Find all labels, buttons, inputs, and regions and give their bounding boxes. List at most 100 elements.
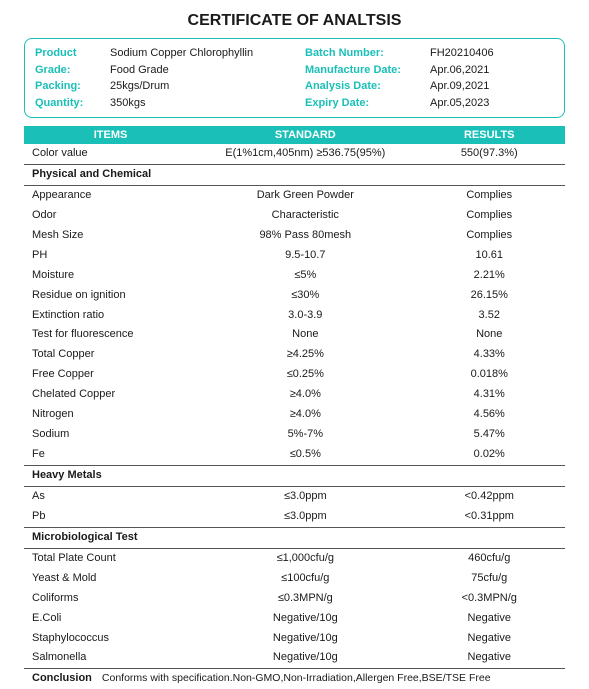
table-row: Microbiological Test: [24, 527, 565, 548]
cell-standard: ≥4.0%: [197, 385, 413, 405]
cell-standard: ≤30%: [197, 286, 413, 306]
cell-item: Coliforms: [24, 589, 197, 609]
conclusion-label: Conclusion: [32, 671, 92, 687]
table-row: Sodium5%-7%5.47%: [24, 425, 565, 445]
info-value: Food Grade: [110, 62, 305, 79]
table-row: PH9.5-10.710.61: [24, 246, 565, 266]
cell-result: Complies: [414, 185, 566, 205]
cell-standard: 98% Pass 80mesh: [197, 226, 413, 246]
info-row: Grade:Food GradeManufacture Date:Apr.06,…: [35, 62, 554, 79]
cell-item: Odor: [24, 206, 197, 226]
cell-result: 4.56%: [414, 405, 566, 425]
cell-item: Nitrogen: [24, 405, 197, 425]
info-box: ProductSodium Copper ChlorophyllinBatch …: [24, 38, 565, 118]
table-row: Mesh Size98% Pass 80meshComplies: [24, 226, 565, 246]
cell-standard: Characteristic: [197, 206, 413, 226]
info-label: Packing:: [35, 78, 110, 95]
table-row: Yeast & Mold≤100cfu/g75cfu/g: [24, 569, 565, 589]
conclusion-row: ConclusionConforms with specification.No…: [24, 669, 565, 689]
cell-result: Negative: [414, 648, 566, 668]
info-label: Analysis Date:: [305, 78, 430, 95]
cell-standard: Negative/10g: [197, 629, 413, 649]
cell-item: Fe: [24, 445, 197, 465]
cell-item: Total Copper: [24, 345, 197, 365]
cell-result: None: [414, 325, 566, 345]
cell-result: Complies: [414, 226, 566, 246]
table-row: Extinction ratio3.0-3.93.52: [24, 306, 565, 326]
cell-result: 2.21%: [414, 266, 566, 286]
col-results: RESULTS: [414, 126, 566, 144]
info-value: Apr.09,2021: [430, 78, 554, 95]
table-row: Residue on ignition≤30%26.15%: [24, 286, 565, 306]
table-row: Pb≤3.0ppm<0.31ppm: [24, 507, 565, 527]
cell-item: Free Copper: [24, 365, 197, 385]
cell-standard: ≤1,000cfu/g: [197, 548, 413, 568]
cell-item: Mesh Size: [24, 226, 197, 246]
cell-item: Residue on ignition: [24, 286, 197, 306]
cell-result: Negative: [414, 609, 566, 629]
cell-standard: ≤3.0ppm: [197, 486, 413, 506]
cell-standard: ≤5%: [197, 266, 413, 286]
cell-result: 0.02%: [414, 445, 566, 465]
cell-standard: 9.5-10.7: [197, 246, 413, 266]
cell-standard: ≤100cfu/g: [197, 569, 413, 589]
info-value: 25kgs/Drum: [110, 78, 305, 95]
info-label: Quantity:: [35, 95, 110, 112]
page-title: CERTIFICATE OF ANALTSIS: [24, 12, 565, 30]
info-label: Manufacture Date:: [305, 62, 430, 79]
cell-item: Chelated Copper: [24, 385, 197, 405]
cell-item: Total Plate Count: [24, 548, 197, 568]
cell-standard: Negative/10g: [197, 609, 413, 629]
info-label: Expiry Date:: [305, 95, 430, 112]
cell-result: 0.018%: [414, 365, 566, 385]
info-value: Apr.05,2023: [430, 95, 554, 112]
table-row: Heavy Metals: [24, 466, 565, 487]
table-row: Physical and Chemical: [24, 164, 565, 185]
cell-result: 4.33%: [414, 345, 566, 365]
cell-item: Color value: [24, 144, 197, 164]
cell-standard: ≥4.0%: [197, 405, 413, 425]
cell-standard: ≤0.5%: [197, 445, 413, 465]
cell-item: Extinction ratio: [24, 306, 197, 326]
cell-item: Moisture: [24, 266, 197, 286]
col-standard: STANDARD: [197, 126, 413, 144]
table-row: OdorCharacteristicComplies: [24, 206, 565, 226]
info-label: Batch Number:: [305, 45, 430, 62]
table-row: Test for fluorescenceNoneNone: [24, 325, 565, 345]
cell-result: <0.3MPN/g: [414, 589, 566, 609]
info-label: Product: [35, 45, 110, 62]
table-row: E.ColiNegative/10gNegative: [24, 609, 565, 629]
cell-standard: 3.0-3.9: [197, 306, 413, 326]
table-row: As≤3.0ppm<0.42ppm: [24, 486, 565, 506]
cell-item: Pb: [24, 507, 197, 527]
cell-item: As: [24, 486, 197, 506]
cell-standard: None: [197, 325, 413, 345]
section-title: Heavy Metals: [24, 466, 565, 487]
table-row: Chelated Copper≥4.0%4.31%: [24, 385, 565, 405]
cell-result: 5.47%: [414, 425, 566, 445]
cell-standard: ≥4.25%: [197, 345, 413, 365]
table-row: Free Copper≤0.25%0.018%: [24, 365, 565, 385]
cell-item: PH: [24, 246, 197, 266]
cell-item: E.Coli: [24, 609, 197, 629]
cell-result: <0.31ppm: [414, 507, 566, 527]
table-row: Color valueE(1%1cm,405nm) ≥536.75(95%)55…: [24, 144, 565, 164]
info-value: FH20210406: [430, 45, 554, 62]
table-row: AppearanceDark Green PowderComplies: [24, 185, 565, 205]
table-row: Nitrogen≥4.0%4.56%: [24, 405, 565, 425]
table-row: Moisture≤5%2.21%: [24, 266, 565, 286]
table-row: Fe≤0.5%0.02%: [24, 445, 565, 465]
cell-standard: ≤0.3MPN/g: [197, 589, 413, 609]
cell-item: Salmonella: [24, 648, 197, 668]
table-row: SalmonellaNegative/10gNegative: [24, 648, 565, 668]
cell-result: 10.61: [414, 246, 566, 266]
cell-item: Appearance: [24, 185, 197, 205]
cell-result: 460cfu/g: [414, 548, 566, 568]
table-row: Total Plate Count≤1,000cfu/g460cfu/g: [24, 548, 565, 568]
cell-result: 550(97.3%): [414, 144, 566, 164]
info-row: ProductSodium Copper ChlorophyllinBatch …: [35, 45, 554, 62]
info-label: Grade:: [35, 62, 110, 79]
cell-result: <0.42ppm: [414, 486, 566, 506]
cell-result: 26.15%: [414, 286, 566, 306]
analysis-table: ITEMS STANDARD RESULTS Color valueE(1%1c…: [24, 126, 565, 689]
